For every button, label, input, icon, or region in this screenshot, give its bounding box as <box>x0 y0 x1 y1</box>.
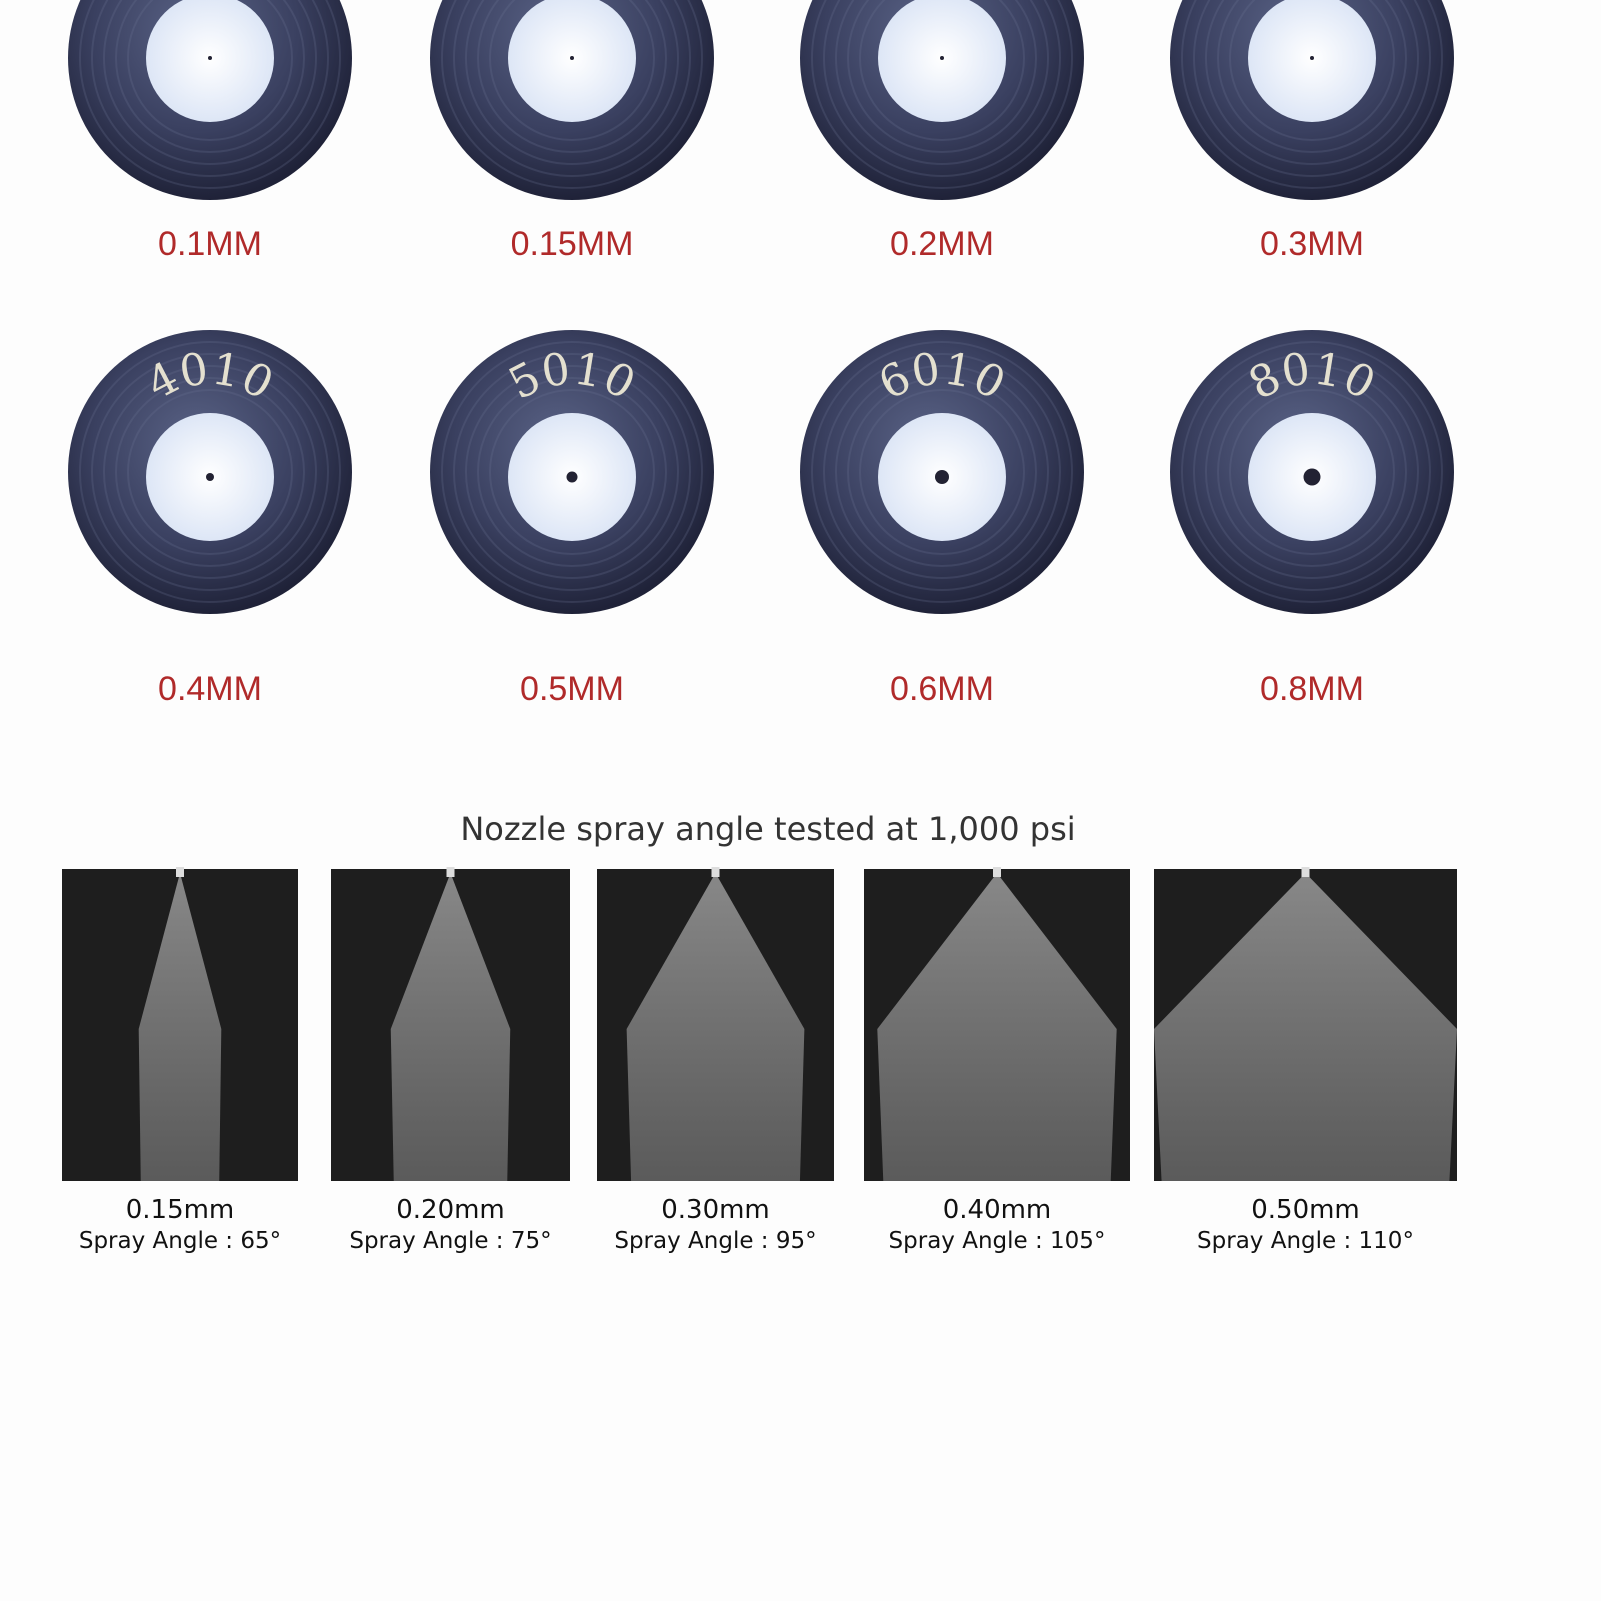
nozzle-bore <box>1248 0 1376 122</box>
spray-photo <box>597 867 834 1181</box>
spray-photo <box>864 867 1130 1181</box>
nozzle: 4010 <box>68 330 352 614</box>
spray-size-label: 0.50mm <box>1251 1195 1360 1225</box>
nozzle-size-label: 0.3MM <box>1260 225 1364 263</box>
nozzle <box>430 0 714 200</box>
spray-angle-label: Spray Angle : 75° <box>349 1228 551 1254</box>
nozzle-orifice <box>1310 56 1314 60</box>
nozzle-bore <box>878 0 1006 122</box>
nozzle-size-label: 0.15MM <box>511 225 634 263</box>
nozzle: 5010 <box>430 330 714 614</box>
nozzle <box>800 0 1084 200</box>
nozzle-size-label: 0.6MM <box>890 670 994 708</box>
nozzle-size-label: 0.8MM <box>1260 670 1364 708</box>
nozzle-tip <box>1301 867 1310 877</box>
nozzle-orifice <box>935 470 949 484</box>
spray-cone <box>1154 873 1457 1181</box>
nozzle-orifice <box>208 56 212 60</box>
spray-title: Nozzle spray angle tested at 1,000 psi <box>460 810 1075 848</box>
nozzle-size-label: 0.1MM <box>158 225 262 263</box>
spray-size-label: 0.15mm <box>126 1195 235 1225</box>
nozzle-bore <box>508 0 636 122</box>
nozzle: 8010 <box>1170 330 1454 614</box>
nozzle-orifice <box>570 56 574 60</box>
nozzle-size-label: 0.4MM <box>158 670 262 708</box>
nozzle-orifice <box>566 471 578 483</box>
spray-angle-label: Spray Angle : 110° <box>1197 1228 1414 1254</box>
spray-cone <box>138 873 222 1181</box>
spray-size-label: 0.40mm <box>943 1195 1052 1225</box>
nozzle-bore <box>146 0 274 122</box>
nozzle <box>1170 0 1454 200</box>
nozzle-size-label: 0.2MM <box>890 225 994 263</box>
spray-size-label: 0.20mm <box>396 1195 505 1225</box>
nozzle-orifice <box>940 56 944 60</box>
nozzle-tip <box>711 867 720 877</box>
nozzle-tip <box>446 867 455 877</box>
spray-photo <box>331 867 570 1181</box>
spray-photo <box>62 867 298 1181</box>
nozzle-tip <box>993 867 1001 877</box>
spray-angle-label: Spray Angle : 105° <box>889 1228 1106 1254</box>
nozzle-orifice <box>206 473 214 481</box>
spray-size-label: 0.30mm <box>661 1195 770 1225</box>
spray-angle-label: Spray Angle : 95° <box>614 1228 816 1254</box>
nozzle-tip <box>176 867 184 877</box>
spray-cone <box>626 873 805 1181</box>
spray-cone <box>877 873 1117 1181</box>
nozzle-size-label: 0.5MM <box>520 670 624 708</box>
nozzle-orifice <box>1303 468 1321 486</box>
spray-photo <box>1154 867 1457 1181</box>
nozzle <box>68 0 352 200</box>
nozzle: 6010 <box>800 330 1084 614</box>
spray-cone <box>390 873 511 1181</box>
spray-angle-label: Spray Angle : 65° <box>79 1228 281 1254</box>
